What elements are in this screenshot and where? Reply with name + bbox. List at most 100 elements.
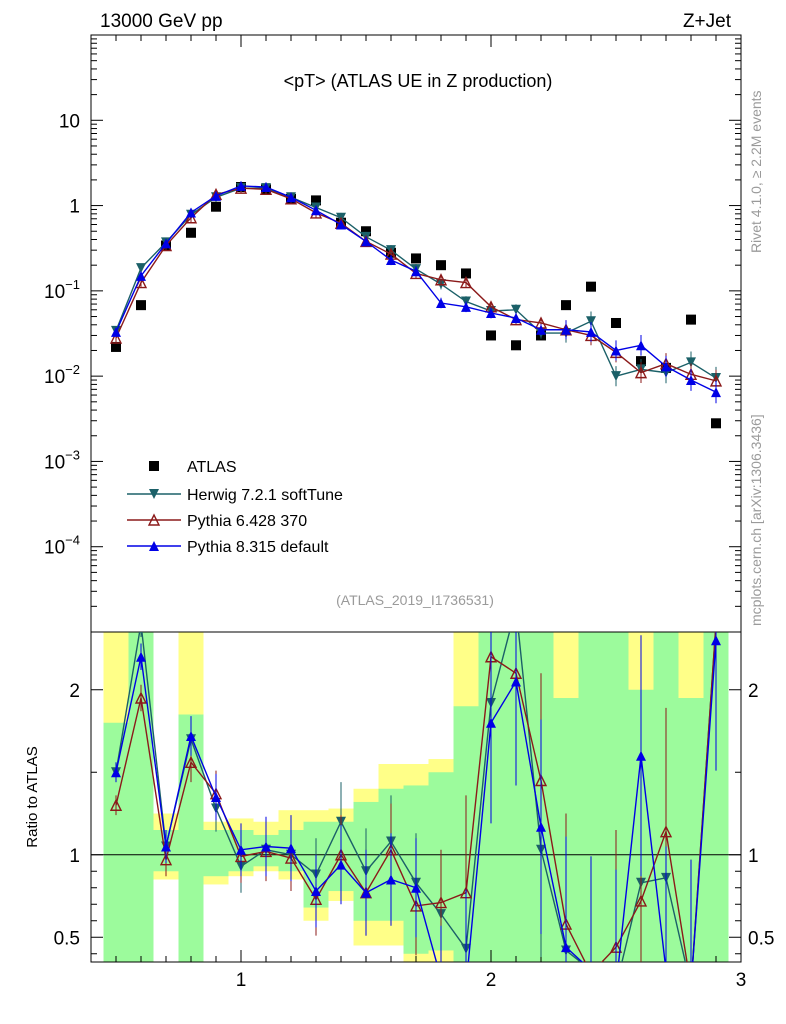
data-point — [261, 182, 271, 193]
data-point — [211, 201, 221, 212]
y-tick-label: 1 — [69, 197, 80, 218]
y-tick-label: 10−4 — [44, 533, 80, 559]
ratio-y-tick-label-right: 0.5 — [748, 928, 774, 949]
ratio-point — [536, 821, 546, 832]
x-tick-label: 3 — [736, 970, 747, 991]
data-point — [136, 300, 146, 311]
data-point — [511, 313, 521, 324]
data-point — [459, 276, 473, 289]
y-tick-label: 10−2 — [44, 362, 80, 388]
ratio-point — [159, 853, 173, 866]
data-point — [411, 253, 421, 264]
data-point — [461, 296, 471, 307]
ratio-point — [411, 882, 421, 893]
ratio-point — [186, 730, 196, 741]
ratio-y-tick-label-right: 2 — [748, 681, 759, 702]
band-green — [103, 722, 129, 962]
data-point — [111, 326, 121, 337]
data-point — [136, 263, 146, 274]
ratio-point — [161, 841, 171, 852]
ratio-point — [511, 676, 521, 687]
chart-title: <pT> (ATLAS UE in Z production) — [284, 71, 553, 91]
ratio-point — [659, 825, 673, 838]
data-point — [311, 205, 321, 216]
data-point — [511, 340, 521, 351]
data-point — [611, 371, 621, 382]
x-tick-label: 1 — [236, 970, 247, 991]
ratio-point — [109, 798, 123, 811]
ratio-point — [236, 844, 246, 855]
ratio-point — [561, 942, 571, 953]
y-tick-label-base: 10 — [44, 282, 65, 303]
data-point — [586, 281, 596, 292]
y-tick-label-base: 10 — [44, 452, 65, 473]
band-green — [128, 632, 154, 962]
data-point — [186, 227, 196, 238]
ratio-point — [486, 717, 496, 728]
y-tick-label-exp: −2 — [65, 362, 80, 377]
y-tick-label-base: 10 — [44, 367, 65, 388]
legend-label: ATLAS — [187, 459, 237, 476]
data-point — [561, 300, 571, 311]
data-point — [461, 268, 471, 279]
ratio-point — [361, 887, 371, 898]
ratio-y-tick-label-right: 1 — [748, 846, 759, 867]
data-point — [486, 308, 496, 319]
ratio-y-tick-label: 0.5 — [54, 928, 80, 949]
data-point — [661, 361, 671, 372]
legend-marker — [149, 489, 159, 499]
data-point — [186, 207, 196, 218]
data-point — [161, 238, 171, 249]
ratio-y-label: Ratio to ATLAS — [24, 746, 41, 847]
ratio-plot: 0.5 0.5 1 1 2 2 1 2 3 Ratio to ATLAS — [24, 631, 774, 991]
ratio-point — [184, 755, 198, 769]
y-tick-label-exp: −1 — [65, 277, 80, 292]
header-left: 13000 GeV pp — [100, 11, 223, 32]
data-point — [361, 226, 371, 237]
data-point — [711, 387, 721, 398]
data-point — [461, 301, 471, 312]
data-point — [336, 219, 346, 230]
data-point — [434, 273, 448, 286]
ratio-point — [134, 691, 148, 704]
data-point — [486, 330, 496, 341]
ratio-point — [386, 874, 396, 885]
data-point — [686, 314, 696, 325]
ratio-point — [336, 859, 346, 870]
data-point — [109, 331, 123, 344]
legend: ATLAS Herwig 7.2.1 softTune Pythia 6.428 3… — [127, 459, 343, 556]
data-point — [411, 266, 421, 277]
ratio-y-tick-label: 1 — [69, 846, 80, 867]
y-tick-label: 10 — [59, 111, 80, 132]
ratio-point — [636, 750, 646, 761]
ratio-point — [211, 792, 221, 802]
legend-label: Pythia 8.315 default — [187, 539, 329, 556]
ratio-point — [434, 896, 448, 909]
data-point — [184, 211, 198, 224]
data-point — [611, 317, 621, 328]
data-point — [436, 298, 446, 309]
data-point — [561, 324, 571, 335]
data-point — [636, 340, 646, 351]
ratio-point — [311, 886, 321, 897]
analysis-label: (ATLAS_2019_I1736531) — [336, 592, 494, 608]
legend-label: Herwig 7.2.1 softTune — [187, 487, 343, 504]
mcplots-label: mcplots.cern.ch [arXiv:1306.3436] — [748, 414, 764, 626]
data-point — [634, 366, 648, 379]
data-point — [711, 418, 721, 429]
main-frame — [90, 34, 742, 633]
legend-label: Pythia 6.428 370 — [187, 513, 307, 530]
ratio-point — [634, 894, 648, 907]
legend-marker — [149, 461, 159, 471]
ratio-point — [711, 635, 721, 646]
rivet-label: Rivet 4.1.0, ≥ 2.2M events — [748, 90, 764, 253]
ratio-y-tick-label: 2 — [69, 681, 80, 702]
band-green — [203, 830, 229, 877]
data-point — [386, 255, 396, 266]
ratio-point — [286, 843, 296, 854]
data-point — [436, 260, 446, 271]
data-point — [586, 326, 596, 337]
series-3 — [111, 180, 721, 404]
